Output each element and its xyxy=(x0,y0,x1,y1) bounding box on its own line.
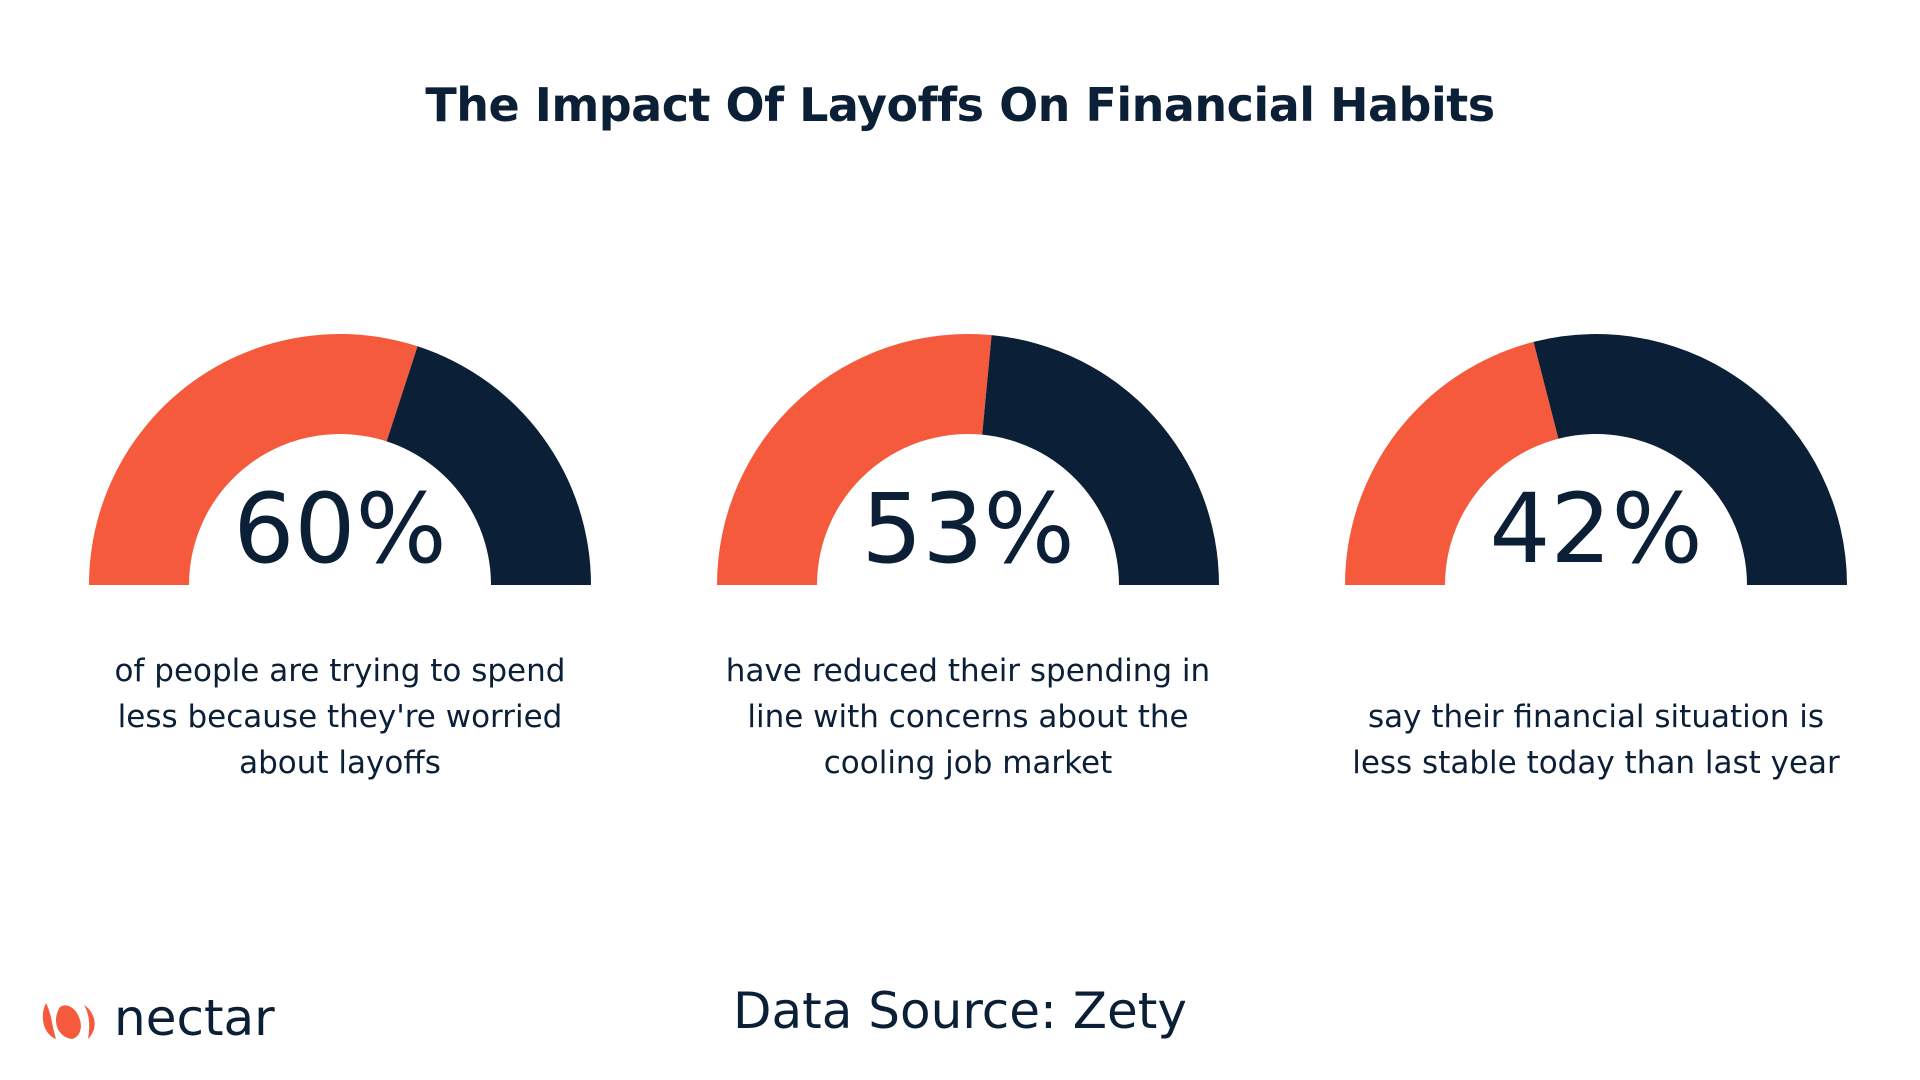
gauge-value-label: 42% xyxy=(1489,473,1702,585)
gauge-value-label: 60% xyxy=(233,473,446,585)
gauge-value-arc xyxy=(717,333,992,585)
gauge-remainder-arc xyxy=(386,346,591,585)
gauge-value-label: 53% xyxy=(861,473,1074,585)
gauge-block: 53% have reduced their spending in line … xyxy=(688,0,1248,800)
nectar-flower-icon xyxy=(42,1003,95,1039)
chart-title: The Impact Of Layoffs On Financial Habit… xyxy=(425,78,1495,132)
gauge-remainder-arc xyxy=(1533,334,1847,585)
gauge-caption: have reduced their spending in line with… xyxy=(725,653,1211,781)
gauge-block: 60% of people are trying to spend less b… xyxy=(60,0,620,800)
gauge-chart: 42% xyxy=(1345,334,1847,585)
data-source: Data Source: Zety xyxy=(733,982,1187,1040)
gauge-chart: 60% xyxy=(89,333,591,585)
gauge-caption: say their financial situation is less st… xyxy=(1352,699,1840,781)
gauge-value-arc xyxy=(89,333,418,585)
gauge-block: 42% say their financial situation is les… xyxy=(1316,0,1876,800)
gauge-caption: of people are trying to spend less becau… xyxy=(114,653,566,781)
gauge-remainder-arc xyxy=(982,335,1219,585)
logo-text: nectar xyxy=(114,989,275,1047)
nectar-logo: nectar xyxy=(38,988,275,1048)
gauge-chart: 53% xyxy=(717,333,1219,585)
gauge-value-arc xyxy=(1345,341,1559,585)
